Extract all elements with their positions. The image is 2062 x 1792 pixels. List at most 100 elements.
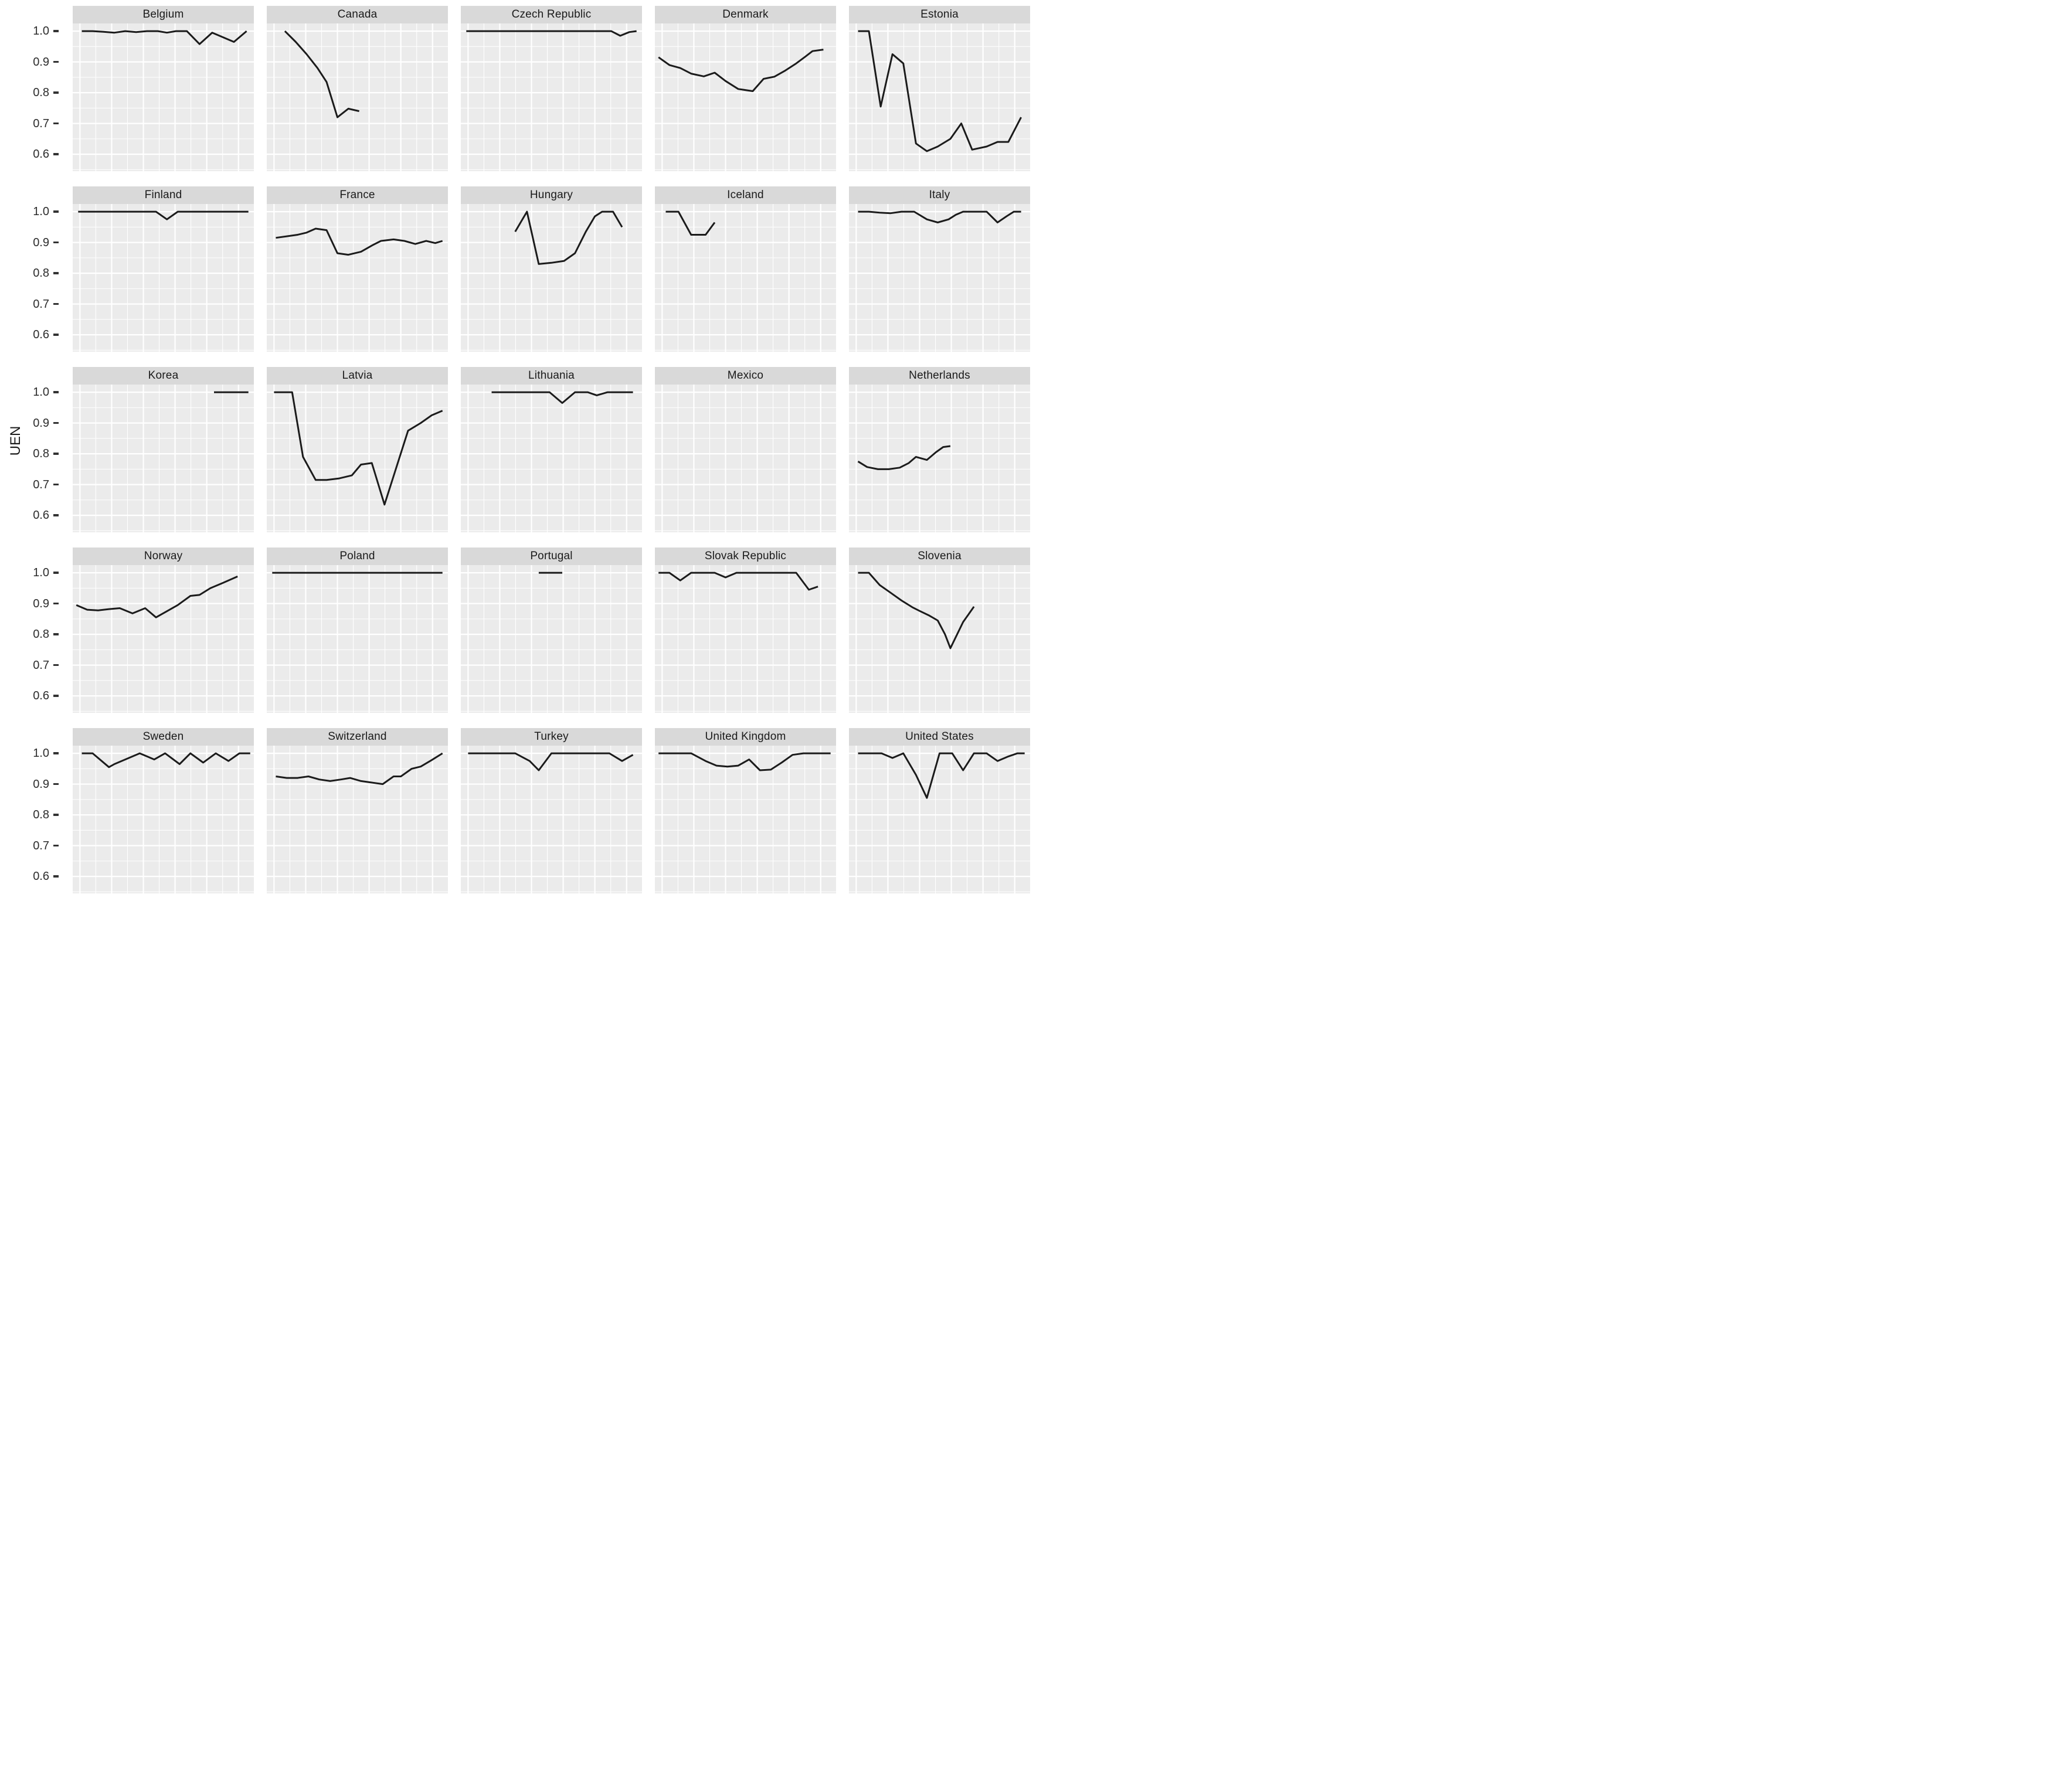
y-tick-mark bbox=[53, 91, 59, 94]
facet-panel: Norway bbox=[73, 548, 254, 713]
y-tick-mark bbox=[53, 875, 59, 878]
y-tick-mark bbox=[53, 30, 59, 32]
uen-line bbox=[284, 30, 359, 118]
facet-panel: Denmark bbox=[655, 6, 836, 171]
y-tick-mark bbox=[53, 695, 59, 697]
panel-background bbox=[267, 565, 448, 713]
facet-plot bbox=[461, 746, 642, 893]
y-tick-label: 0.8 bbox=[33, 628, 49, 641]
uen-line bbox=[76, 576, 238, 618]
facet-plot bbox=[849, 385, 1030, 532]
facet-panel: Slovak Republic bbox=[655, 548, 836, 713]
facet-plot bbox=[655, 565, 836, 713]
facet-plot bbox=[655, 746, 836, 893]
y-tick-label: 0.9 bbox=[33, 236, 49, 249]
uen-line bbox=[858, 752, 1025, 799]
facet-plot bbox=[267, 23, 448, 171]
panel-background bbox=[73, 565, 254, 713]
panel-background bbox=[461, 746, 642, 893]
facet-panel: Netherlands bbox=[849, 367, 1030, 532]
y-tick-mark bbox=[53, 153, 59, 155]
uen-line bbox=[468, 752, 634, 771]
facet-plot bbox=[461, 385, 642, 532]
facet-plot bbox=[461, 23, 642, 171]
y-tick-mark bbox=[53, 483, 59, 486]
facet-strip-label: Turkey bbox=[461, 728, 642, 746]
y-tick-label: 1.0 bbox=[33, 386, 49, 399]
facet-panel: Canada bbox=[267, 6, 448, 171]
y-tick-mark bbox=[53, 60, 59, 63]
panel-background bbox=[73, 204, 254, 352]
facet-panel: Poland bbox=[267, 548, 448, 713]
facet-strip-label: Canada bbox=[267, 6, 448, 23]
facet-plot bbox=[73, 565, 254, 713]
panel-background bbox=[267, 746, 448, 893]
facet-panel: Portugal bbox=[461, 548, 642, 713]
uen-line bbox=[274, 391, 443, 506]
uen-line bbox=[491, 391, 633, 404]
panel-background bbox=[267, 23, 448, 171]
y-tick-mark bbox=[53, 241, 59, 244]
y-tick-mark bbox=[53, 752, 59, 754]
y-tick-label: 1.0 bbox=[33, 25, 49, 38]
facet-plot bbox=[655, 204, 836, 352]
facet-strip-label: Norway bbox=[73, 548, 254, 565]
uen-line bbox=[858, 30, 1022, 152]
facet-plot bbox=[73, 746, 254, 893]
facet-strip-label: Mexico bbox=[655, 367, 836, 385]
panel-background bbox=[655, 23, 836, 171]
panel-background bbox=[461, 385, 642, 532]
facet-strip-label: Switzerland bbox=[267, 728, 448, 746]
facet-plot bbox=[461, 204, 642, 352]
facet-strip-label: Denmark bbox=[655, 6, 836, 23]
y-tick-mark bbox=[53, 302, 59, 305]
facet-plot bbox=[655, 385, 836, 532]
y-tick-label: 0.7 bbox=[33, 297, 49, 311]
facet-panel: Mexico bbox=[655, 367, 836, 532]
y-tick-label: 0.9 bbox=[33, 55, 49, 69]
facet-panel: Finland bbox=[73, 186, 254, 352]
facet-strip-label: Korea bbox=[73, 367, 254, 385]
facet-panel: Slovenia bbox=[849, 548, 1030, 713]
facet-panel: Italy bbox=[849, 186, 1030, 352]
uen-line bbox=[658, 572, 818, 591]
facet-strip-label: Iceland bbox=[655, 186, 836, 204]
y-tick-label: 0.7 bbox=[33, 478, 49, 491]
y-tick-label: 0.6 bbox=[33, 689, 49, 703]
panel-background bbox=[461, 565, 642, 713]
facet-panel: Korea bbox=[73, 367, 254, 532]
uen-line bbox=[81, 752, 250, 769]
panel-background bbox=[73, 23, 254, 171]
y-tick-mark bbox=[53, 633, 59, 635]
facet-strip-label: Slovenia bbox=[849, 548, 1030, 565]
y-tick-label: 0.6 bbox=[33, 328, 49, 342]
facet-panel: United States bbox=[849, 728, 1030, 893]
facet-strip-label: Slovak Republic bbox=[655, 548, 836, 565]
panel-background bbox=[849, 385, 1030, 532]
y-tick-label: 0.7 bbox=[33, 839, 49, 852]
facet-strip-label: Czech Republic bbox=[461, 6, 642, 23]
facet-strip-label: United Kingdom bbox=[655, 728, 836, 746]
y-tick-label: 0.9 bbox=[33, 777, 49, 791]
y-axis: 1.0 0.9 0.8 0.7 0.6 bbox=[4, 186, 60, 352]
y-tick-mark bbox=[53, 572, 59, 574]
facet-panel: Estonia bbox=[849, 6, 1030, 171]
y-tick-mark bbox=[53, 844, 59, 847]
facet-strip-label: Netherlands bbox=[849, 367, 1030, 385]
facet-strip-label: France bbox=[267, 186, 448, 204]
panel-background bbox=[849, 204, 1030, 352]
panel-background bbox=[849, 565, 1030, 713]
panel-background bbox=[73, 746, 254, 893]
uen-line bbox=[658, 49, 824, 92]
facet-plot bbox=[267, 385, 448, 532]
panel-background bbox=[267, 204, 448, 352]
y-tick-label: 0.6 bbox=[33, 870, 49, 883]
facet-plot bbox=[267, 565, 448, 713]
y-tick-label: 0.6 bbox=[33, 509, 49, 522]
facet-strip-label: Portugal bbox=[461, 548, 642, 565]
facet-grid: 1.0 0.9 0.8 0.7 0.6 Belgium Canada Czech Rep… bbox=[4, 6, 1030, 893]
y-tick-label: 0.8 bbox=[33, 808, 49, 822]
y-tick-mark bbox=[53, 453, 59, 455]
y-tick-label: 0.6 bbox=[33, 148, 49, 161]
facet-panel: Hungary bbox=[461, 186, 642, 352]
